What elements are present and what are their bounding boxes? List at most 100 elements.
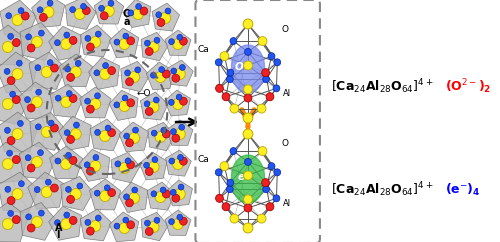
Circle shape xyxy=(84,162,90,168)
Circle shape xyxy=(274,169,280,176)
Circle shape xyxy=(12,216,20,224)
Text: $[\mathbf{Ca}_{24}\mathbf{Al}_{28}\mathbf{O}_{64}]^{4+}$: $[\mathbf{Ca}_{24}\mathbf{Al}_{28}\mathb… xyxy=(330,181,433,199)
Circle shape xyxy=(85,35,90,41)
Circle shape xyxy=(61,97,72,107)
Circle shape xyxy=(108,189,116,197)
Circle shape xyxy=(126,78,134,86)
Circle shape xyxy=(266,203,274,211)
Circle shape xyxy=(220,162,229,171)
Polygon shape xyxy=(88,57,120,89)
Circle shape xyxy=(216,194,224,202)
Circle shape xyxy=(108,0,114,6)
Circle shape xyxy=(100,190,110,202)
Polygon shape xyxy=(166,180,192,206)
Circle shape xyxy=(44,7,54,17)
Circle shape xyxy=(24,97,30,103)
Circle shape xyxy=(100,68,110,80)
Circle shape xyxy=(115,161,120,167)
Circle shape xyxy=(126,139,134,147)
Circle shape xyxy=(144,101,150,107)
Circle shape xyxy=(165,8,171,14)
Polygon shape xyxy=(141,32,168,61)
Polygon shape xyxy=(58,116,91,150)
Polygon shape xyxy=(0,142,28,183)
Circle shape xyxy=(172,74,180,82)
Circle shape xyxy=(47,0,53,6)
Polygon shape xyxy=(49,26,82,60)
Circle shape xyxy=(38,150,44,156)
Circle shape xyxy=(123,33,128,39)
Circle shape xyxy=(2,98,13,109)
Circle shape xyxy=(85,219,90,225)
Circle shape xyxy=(177,34,182,40)
Circle shape xyxy=(12,68,23,80)
Circle shape xyxy=(50,184,58,192)
Circle shape xyxy=(94,70,100,76)
Circle shape xyxy=(80,3,86,9)
Circle shape xyxy=(132,127,138,133)
Circle shape xyxy=(170,129,176,135)
Circle shape xyxy=(152,130,157,136)
Circle shape xyxy=(69,36,77,44)
Circle shape xyxy=(180,64,186,70)
Circle shape xyxy=(98,5,104,11)
Circle shape xyxy=(26,34,32,40)
Circle shape xyxy=(172,219,184,229)
Circle shape xyxy=(227,69,234,76)
Circle shape xyxy=(12,189,23,199)
Circle shape xyxy=(244,195,252,204)
Circle shape xyxy=(220,52,229,61)
Circle shape xyxy=(119,100,130,112)
Circle shape xyxy=(50,64,58,72)
Polygon shape xyxy=(20,142,56,179)
Circle shape xyxy=(32,217,42,227)
Circle shape xyxy=(18,8,24,14)
Circle shape xyxy=(74,8,85,20)
Circle shape xyxy=(27,164,35,172)
Circle shape xyxy=(172,134,180,142)
Circle shape xyxy=(114,39,120,45)
Circle shape xyxy=(161,127,166,133)
Circle shape xyxy=(90,160,101,172)
Circle shape xyxy=(22,12,29,20)
Polygon shape xyxy=(146,62,174,90)
Polygon shape xyxy=(79,149,110,181)
Circle shape xyxy=(126,199,134,207)
Circle shape xyxy=(90,37,101,47)
Circle shape xyxy=(176,94,182,100)
Circle shape xyxy=(119,38,130,50)
Circle shape xyxy=(244,171,252,180)
Circle shape xyxy=(262,76,270,83)
Circle shape xyxy=(160,187,166,193)
Circle shape xyxy=(128,10,134,16)
Circle shape xyxy=(114,102,119,108)
Circle shape xyxy=(159,67,164,73)
Circle shape xyxy=(70,7,75,13)
Circle shape xyxy=(82,7,90,15)
Text: C: C xyxy=(123,9,130,19)
Circle shape xyxy=(274,59,280,66)
Circle shape xyxy=(151,191,157,197)
Circle shape xyxy=(180,97,188,105)
Circle shape xyxy=(104,6,115,16)
Polygon shape xyxy=(111,152,140,183)
Polygon shape xyxy=(66,0,96,30)
Circle shape xyxy=(216,84,224,92)
Circle shape xyxy=(266,93,274,101)
Circle shape xyxy=(7,77,15,85)
Circle shape xyxy=(7,136,15,145)
Circle shape xyxy=(55,158,61,164)
Circle shape xyxy=(178,154,184,160)
Circle shape xyxy=(172,98,184,109)
Circle shape xyxy=(27,224,35,232)
Polygon shape xyxy=(50,146,83,179)
Text: O: O xyxy=(282,139,288,149)
Circle shape xyxy=(155,191,166,203)
Polygon shape xyxy=(232,155,264,203)
Circle shape xyxy=(268,163,275,170)
Circle shape xyxy=(104,185,110,191)
Circle shape xyxy=(114,223,120,229)
Circle shape xyxy=(46,179,51,185)
Polygon shape xyxy=(165,210,191,235)
Circle shape xyxy=(105,125,111,131)
